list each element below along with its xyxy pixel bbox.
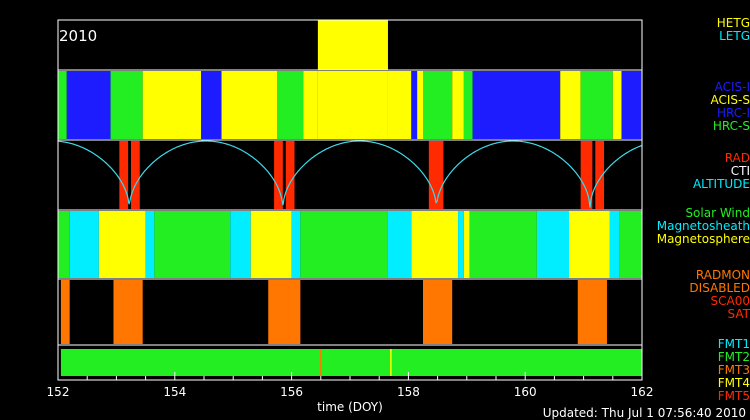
instrument-segment bbox=[387, 71, 412, 139]
radiation-segment bbox=[274, 141, 283, 209]
x-axis-label: time (DOY) bbox=[317, 400, 383, 414]
legend-entry: LETG bbox=[719, 29, 750, 43]
region-segment bbox=[411, 211, 459, 278]
instrument-segment bbox=[317, 71, 388, 139]
x-tick-label: 156 bbox=[280, 385, 303, 399]
legend-entry: FMT4 bbox=[717, 376, 750, 390]
radmon-segment bbox=[577, 280, 607, 344]
radmon-segment bbox=[423, 280, 453, 344]
instrument-segment bbox=[221, 71, 277, 139]
updated-timestamp: Updated: Thu Jul 1 07:56:40 2010 bbox=[542, 406, 746, 420]
instrument-segment bbox=[612, 71, 622, 139]
region-segment bbox=[569, 211, 610, 278]
legend-region: Solar Wind Magnetosheath Magnetosphere bbox=[657, 207, 750, 246]
instrument-segment bbox=[110, 71, 143, 139]
legend-entry: HRC-S bbox=[712, 119, 750, 133]
grating-segment bbox=[317, 20, 388, 70]
legend-entry: HETG bbox=[716, 16, 750, 30]
radmon-segment bbox=[113, 280, 143, 344]
x-axis: 152 154 156 158 160 162 bbox=[47, 372, 654, 399]
region-segment bbox=[58, 211, 70, 278]
legend-entry: ACIS-S bbox=[710, 93, 750, 107]
legend-radmon: RADMON DISABLED SCA00 SAT bbox=[689, 269, 750, 321]
instrument-segment bbox=[452, 71, 464, 139]
legend-entry: RADMON bbox=[695, 268, 750, 282]
region-segment bbox=[69, 211, 99, 278]
instrument-segment bbox=[66, 71, 111, 139]
legend-entry: CTI bbox=[730, 164, 750, 178]
altitude-curve bbox=[57, 140, 643, 208]
legend-entry: Magnetosheath bbox=[656, 219, 750, 233]
x-tick-label: 158 bbox=[397, 385, 420, 399]
region-segment bbox=[609, 211, 620, 278]
legend-instrument: ACIS-I ACIS-S HRC-I HRC-S bbox=[711, 81, 750, 133]
radiation-segment bbox=[580, 141, 593, 209]
legend-entry: ALTITUDE bbox=[692, 177, 750, 191]
radiation-segment bbox=[119, 141, 129, 209]
instrument-segment bbox=[277, 71, 304, 139]
region-segment bbox=[250, 211, 292, 278]
region-segment bbox=[387, 211, 412, 278]
legend-entry: FMT2 bbox=[717, 350, 750, 364]
instrument-segment bbox=[463, 71, 473, 139]
x-tick-label: 160 bbox=[514, 385, 537, 399]
legend-entry: ACIS-I bbox=[714, 80, 750, 94]
radmon-segment bbox=[60, 280, 70, 344]
instrument-segment bbox=[411, 71, 418, 139]
instrument-segment bbox=[560, 71, 581, 139]
legend-entry: SCA00 bbox=[710, 294, 750, 308]
region-segment bbox=[463, 211, 470, 278]
instrument-segment bbox=[201, 71, 222, 139]
legend-entry: HRC-I bbox=[716, 106, 750, 120]
x-tick-label: 152 bbox=[47, 385, 70, 399]
legend-entry: RAD bbox=[724, 151, 750, 165]
legend-entry: Solar Wind bbox=[685, 206, 750, 220]
legend-grating: HETG LETG bbox=[717, 17, 750, 43]
region-segment bbox=[291, 211, 301, 278]
instrument-segment bbox=[472, 71, 561, 139]
format-segment bbox=[60, 349, 643, 376]
legend-format: FMT1 FMT2 FMT3 FMT4 FMT5 bbox=[718, 338, 750, 403]
instrument-segment bbox=[303, 71, 318, 139]
radiation-segment bbox=[595, 141, 605, 209]
radiation-segment bbox=[428, 141, 444, 209]
region-segment bbox=[145, 211, 155, 278]
region-segment bbox=[230, 211, 251, 278]
panel-frame-radmon bbox=[57, 278, 643, 346]
instrument-segment bbox=[417, 71, 423, 139]
year-label: 2010 bbox=[59, 27, 97, 45]
legend-entry: FMT5 bbox=[717, 389, 750, 403]
instrument-segment bbox=[621, 71, 642, 139]
instrument-segment bbox=[58, 71, 67, 139]
region-segment bbox=[98, 211, 146, 278]
region-segment bbox=[619, 211, 642, 278]
legend-entry: SAT bbox=[727, 307, 750, 321]
x-tick-label: 162 bbox=[631, 385, 654, 399]
panel-frame-radiation bbox=[57, 139, 643, 211]
legend-radiation: RAD CTI ALTITUDE bbox=[693, 152, 750, 191]
radiation-segment bbox=[285, 141, 295, 209]
instrument-segment bbox=[580, 71, 613, 139]
legend-entry: FMT3 bbox=[717, 363, 750, 377]
radmon-segment bbox=[268, 280, 301, 344]
panel-frames bbox=[57, 19, 643, 381]
instrument-segment bbox=[423, 71, 453, 139]
region-segment bbox=[458, 211, 464, 278]
legend-entry: Magnetosphere bbox=[656, 232, 750, 246]
region-segment bbox=[300, 211, 388, 278]
x-tick-label: 154 bbox=[163, 385, 186, 399]
region-segment bbox=[536, 211, 569, 278]
band-layer bbox=[57, 20, 643, 376]
legend-entry: DISABLED bbox=[689, 281, 750, 295]
radiation-segment bbox=[131, 141, 140, 209]
legend-entry: FMT1 bbox=[717, 337, 750, 351]
instrument-segment bbox=[142, 71, 202, 139]
region-segment bbox=[469, 211, 537, 278]
region-segment bbox=[154, 211, 231, 278]
